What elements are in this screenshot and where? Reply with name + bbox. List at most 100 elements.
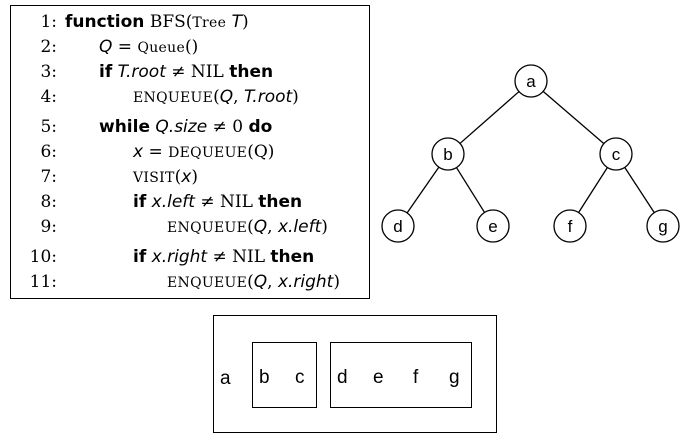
queue-level-1-box: b c	[252, 342, 317, 408]
code-token: )	[292, 87, 299, 107]
code-token: =	[112, 37, 138, 57]
tree-node-label: b	[443, 145, 452, 164]
line-number: 3:	[40, 62, 57, 82]
tree-node-g: g	[646, 209, 680, 243]
line-number: 6:	[40, 142, 57, 162]
code-token: ENQUEUE	[167, 220, 248, 236]
code-token: (	[247, 272, 254, 292]
tree-node-c: c	[599, 137, 633, 171]
code-token: ,	[233, 87, 244, 107]
tree-edge-a-c	[542, 90, 605, 145]
tree-node-a: a	[514, 64, 548, 98]
line-number: 2:	[40, 37, 57, 57]
algorithm-box: 1: function BFS(Tree T) 2: Q = Queue() 3: if …	[10, 5, 370, 299]
code-token: Q	[99, 37, 113, 57]
code-token: Q	[253, 272, 268, 292]
queue-root-label: a	[220, 368, 231, 389]
tree-node-circle	[514, 64, 548, 98]
code-text: function BFS(Tree T)	[65, 10, 249, 35]
code-token: (	[247, 217, 254, 237]
line-number: 10:	[29, 247, 57, 267]
code-token: )	[321, 217, 328, 237]
tree-edge-b-e	[455, 167, 486, 213]
code-token: ≠ NIL	[194, 192, 259, 212]
code-token: x.right	[277, 272, 334, 292]
code-text: ENQUEUE(Q, x.left)	[167, 215, 328, 240]
queue-level-1-item: b	[259, 367, 270, 388]
code-token: T.root	[117, 62, 166, 82]
tree-node-label: f	[568, 217, 573, 236]
code-token: Tree	[192, 15, 227, 31]
line-number: 9:	[40, 217, 57, 237]
code-text: while Q.size ≠ 0 do	[99, 115, 272, 139]
code-token: (	[213, 87, 220, 107]
code-token: ,	[267, 272, 278, 292]
line-number: 5:	[40, 117, 57, 137]
queue-level-2-item: d	[337, 367, 348, 388]
code-token: ≠ NIL	[165, 62, 230, 82]
tree-node-label: g	[658, 217, 667, 236]
line-number: 4:	[40, 87, 57, 107]
code-token: function	[65, 12, 145, 32]
queue-level-2-item: f	[413, 367, 419, 388]
line-number: 8:	[40, 192, 57, 212]
code-token: )	[191, 167, 198, 187]
code-text: if T.root ≠ NIL then	[99, 60, 273, 84]
code-token: x.right	[151, 247, 208, 267]
queue-level-2-item: e	[373, 367, 384, 388]
tree-node-f: f	[553, 209, 587, 243]
code-token: then	[229, 62, 274, 82]
code-text: VISIT(x)	[133, 165, 198, 190]
tree-node-circle	[646, 209, 680, 243]
code-text: if x.right ≠ NIL then	[133, 245, 314, 269]
code-token: if	[133, 192, 147, 212]
tree-node-label: a	[526, 72, 536, 91]
code-token: then	[270, 247, 315, 267]
code-token: ENQUEUE	[133, 90, 214, 106]
binary-tree: a b c d e f g	[381, 64, 680, 243]
code-token: then	[258, 192, 303, 212]
code-token: T.root	[243, 87, 293, 107]
code-token: Q	[253, 217, 268, 237]
code-token: Q.size	[155, 117, 208, 137]
code-token: do	[248, 117, 273, 137]
tree-node-circle	[381, 209, 415, 243]
tree-node-b: b	[431, 137, 465, 171]
code-token: while	[99, 117, 150, 137]
code-token: Queue	[137, 40, 186, 56]
tree-node-circle	[476, 209, 510, 243]
code-token: x	[133, 142, 144, 162]
code-token: T	[231, 12, 243, 32]
code-token: ENQUEUE	[167, 275, 248, 291]
line-number: 11:	[29, 272, 57, 292]
code-token: ,	[267, 217, 278, 237]
code-token: )	[333, 272, 340, 292]
code-text: x = DEQUEUE(Q)	[133, 140, 274, 165]
queue-level-2-box: d e f g	[330, 342, 472, 408]
code-token: ≠ 0	[207, 117, 249, 137]
code-text: if x.left ≠ NIL then	[133, 190, 302, 214]
tree-node-circle	[431, 137, 465, 171]
code-token: ≠ NIL	[207, 247, 271, 267]
tree-edge-b-d	[406, 166, 440, 214]
code-token: if	[133, 247, 147, 267]
tree-node-label: c	[612, 145, 621, 164]
line-number: 1:	[40, 12, 57, 32]
line-number: 7:	[40, 167, 57, 187]
code-token: BFS(	[144, 12, 193, 32]
tree-node-circle	[599, 137, 633, 171]
code-token: if	[99, 62, 113, 82]
tree-edge-c-f	[578, 167, 608, 213]
code-token: DEQUEUE	[168, 145, 248, 161]
code-token: x.left	[151, 192, 195, 212]
code-token: x	[181, 167, 192, 187]
code-text: Q = Queue()	[99, 35, 198, 60]
code-token: )	[242, 12, 249, 32]
queue-levels-box: a b c d e f g	[213, 315, 497, 433]
code-token: (	[174, 167, 182, 187]
tree-edge-a-b	[459, 91, 520, 144]
tree-node-circle	[553, 209, 587, 243]
code-token: ()	[185, 37, 199, 57]
queue-level-1-item: c	[295, 367, 305, 388]
code-token: =	[143, 142, 169, 162]
